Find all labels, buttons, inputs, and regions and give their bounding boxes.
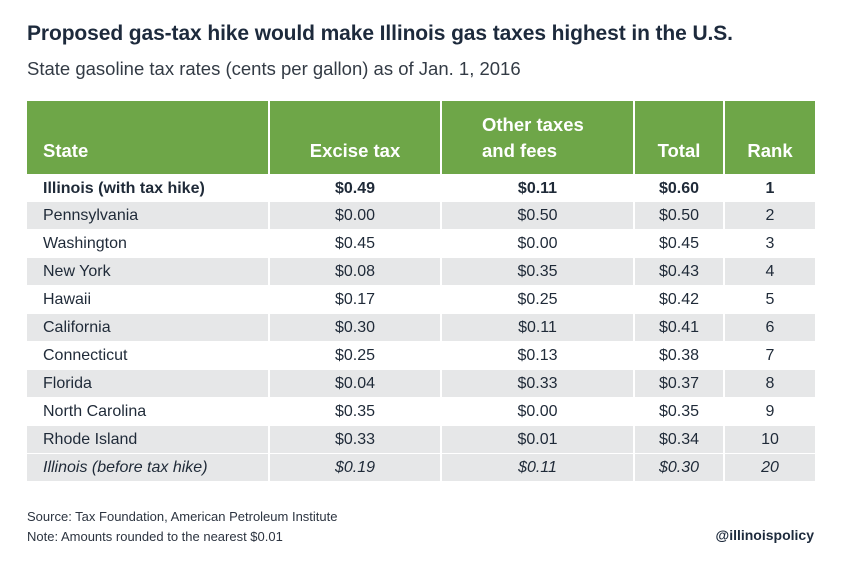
cell-excise-tax: $0.35 [270,398,442,426]
cell-state: Pennsylvania [27,202,270,230]
cell-excise-tax: $0.19 [270,454,442,482]
cell-rank: 7 [725,342,815,370]
table-row: Illinois (with tax hike) $0.49 $0.11 $0.60 1 [27,174,815,202]
cell-other-taxes: $0.25 [442,286,635,314]
header-excise-tax: Excise tax [270,101,442,174]
table-row: Washington $0.45 $0.00 $0.45 3 [27,230,815,258]
table-row: Rhode Island $0.33 $0.01 $0.34 10 [27,426,815,454]
page-subtitle: State gasoline tax rates (cents per gall… [27,58,521,79]
table-row: New York $0.08 $0.35 $0.43 4 [27,258,815,286]
cell-total: $0.60 [635,174,725,202]
cell-excise-tax: $0.04 [270,370,442,398]
header-other-taxes: Other taxes and fees [442,101,635,174]
cell-rank: 20 [725,454,815,482]
table-body: Illinois (with tax hike) $0.49 $0.11 $0.60 1… [27,174,815,482]
cell-excise-tax: $0.49 [270,174,442,202]
cell-other-taxes: $0.00 [442,230,635,258]
table-row: Florida $0.04 $0.33 $0.37 8 [27,370,815,398]
cell-state: Hawaii [27,286,270,314]
cell-rank: 9 [725,398,815,426]
cell-state: Illinois (with tax hike) [27,174,270,202]
header-total: Total [635,101,725,174]
cell-total: $0.50 [635,202,725,230]
source-text: Source: Tax Foundation, American Petrole… [27,509,338,524]
cell-total: $0.37 [635,370,725,398]
cell-excise-tax: $0.33 [270,426,442,454]
cell-excise-tax: $0.17 [270,286,442,314]
source-notes: Source: Tax Foundation, American Petrole… [27,507,337,547]
cell-rank: 3 [725,230,815,258]
note-text: Note: Amounts rounded to the nearest $0.… [27,529,283,544]
cell-excise-tax: $0.30 [270,314,442,342]
cell-rank: 8 [725,370,815,398]
table-row: California $0.30 $0.11 $0.41 6 [27,314,815,342]
table-row: Pennsylvania $0.00 $0.50 $0.50 2 [27,202,815,230]
table-row: Hawaii $0.17 $0.25 $0.42 5 [27,286,815,314]
cell-other-taxes: $0.50 [442,202,635,230]
cell-rank: 10 [725,426,815,454]
header-rank: Rank [725,101,815,174]
table-row: North Carolina $0.35 $0.00 $0.35 9 [27,398,815,426]
cell-total: $0.41 [635,314,725,342]
cell-excise-tax: $0.00 [270,202,442,230]
cell-other-taxes: $0.11 [442,174,635,202]
cell-other-taxes: $0.11 [442,314,635,342]
cell-rank: 5 [725,286,815,314]
cell-total: $0.38 [635,342,725,370]
cell-rank: 2 [725,202,815,230]
header-other-line2: and fees [482,140,558,161]
table-row: Illinois (before tax hike) $0.19 $0.11 $0.3… [27,454,815,482]
cell-state: California [27,314,270,342]
cell-total: $0.42 [635,286,725,314]
cell-total: $0.45 [635,230,725,258]
cell-state: North Carolina [27,398,270,426]
header-other-line1: Other taxes [482,114,584,135]
page-title: Proposed gas-tax hike would make Illinoi… [27,22,733,45]
cell-total: $0.35 [635,398,725,426]
cell-other-taxes: $0.01 [442,426,635,454]
cell-other-taxes: $0.11 [442,454,635,482]
cell-excise-tax: $0.08 [270,258,442,286]
header-state: State [27,101,270,174]
cell-other-taxes: $0.33 [442,370,635,398]
cell-rank: 4 [725,258,815,286]
cell-excise-tax: $0.25 [270,342,442,370]
cell-total: $0.34 [635,426,725,454]
table-row: Connecticut $0.25 $0.13 $0.38 7 [27,342,815,370]
table-header: State Excise tax Other taxes and fees To… [27,101,815,174]
gas-tax-table: State Excise tax Other taxes and fees To… [27,101,815,482]
cell-state: Connecticut [27,342,270,370]
cell-state: Florida [27,370,270,398]
cell-other-taxes: $0.13 [442,342,635,370]
cell-state: Illinois (before tax hike) [27,454,270,482]
cell-rank: 6 [725,314,815,342]
cell-state: New York [27,258,270,286]
cell-rank: 1 [725,174,815,202]
cell-other-taxes: $0.00 [442,398,635,426]
cell-total: $0.43 [635,258,725,286]
cell-other-taxes: $0.35 [442,258,635,286]
cell-excise-tax: $0.45 [270,230,442,258]
cell-state: Rhode Island [27,426,270,454]
cell-total: $0.30 [635,454,725,482]
cell-state: Washington [27,230,270,258]
social-handle: @illinoispolicy [715,527,814,543]
